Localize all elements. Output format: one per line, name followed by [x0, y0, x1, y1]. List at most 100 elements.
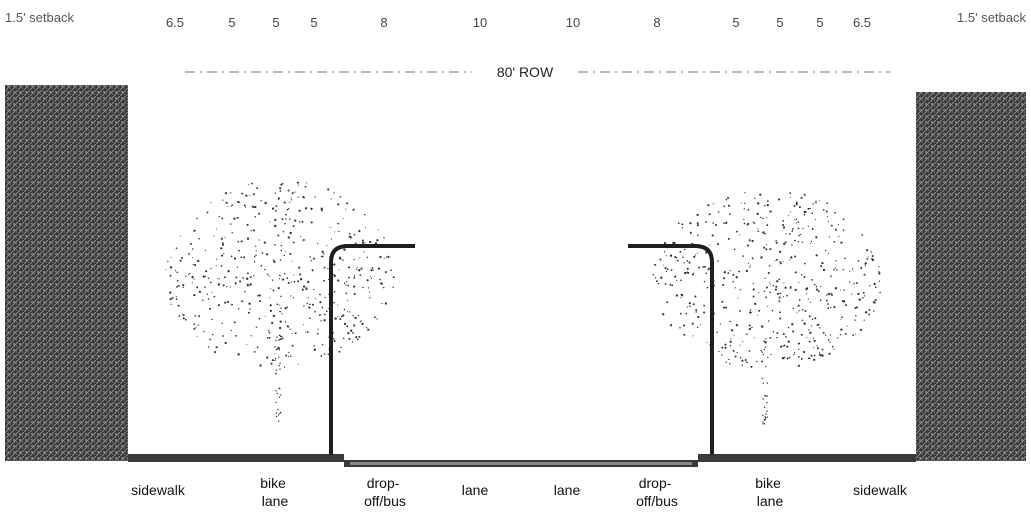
tree-foliage-dot — [677, 222, 680, 225]
tree-foliage-dot — [298, 266, 301, 269]
tree-foliage-dot — [366, 279, 369, 282]
tree-foliage-dot — [815, 202, 817, 204]
tree-foliage-dot — [259, 300, 262, 302]
tree-foliage-dot — [369, 291, 371, 293]
tree-foliage-dot — [271, 279, 274, 281]
tree-foliage-dot — [812, 346, 815, 348]
tree-trunk-dot — [275, 339, 277, 342]
tree-foliage-dot — [369, 297, 371, 299]
tree-foliage-dot — [816, 347, 820, 350]
tree-foliage-dot — [367, 287, 369, 289]
tree-foliage-dot — [729, 269, 731, 272]
tree-foliage-dot — [347, 300, 349, 302]
tree-foliage-dot — [280, 338, 283, 341]
tree-trunk-dot — [765, 413, 767, 415]
tree-foliage-dot — [730, 329, 734, 332]
tree-foliage-dot — [844, 301, 846, 303]
tree-foliage-dot — [827, 307, 830, 310]
tree-foliage-dot — [291, 344, 294, 347]
tree-foliage-dot — [320, 207, 323, 210]
tree-foliage-dot — [206, 211, 209, 214]
tree-foliage-dot — [809, 357, 811, 359]
tree-foliage-dot — [739, 344, 741, 346]
tree-foliage-dot — [333, 339, 336, 342]
tree-foliage-dot — [813, 358, 816, 361]
tree-foliage-dot — [323, 279, 326, 282]
tree-foliage-dot — [204, 249, 207, 252]
tree-foliage-dot — [840, 289, 842, 291]
tree-foliage-dot — [260, 200, 262, 202]
tree-foliage-dot — [253, 275, 255, 277]
tree-left — [165, 181, 395, 422]
tree-foliage-dot — [854, 319, 856, 321]
tree-foliage-dot — [768, 281, 770, 283]
tree-foliage-dot — [202, 275, 205, 278]
tree-foliage-dot — [774, 260, 776, 262]
tree-foliage-dot — [218, 278, 220, 280]
tree-foliage-dot — [862, 297, 864, 299]
tree-foliage-dot — [289, 328, 291, 330]
tree-foliage-dot — [310, 259, 312, 262]
tree-foliage-dot — [705, 272, 708, 275]
tree-foliage-dot — [786, 294, 789, 297]
tree-foliage-dot — [283, 254, 285, 257]
tree-foliage-dot — [687, 271, 690, 274]
tree-foliage-dot — [333, 301, 335, 304]
tree-foliage-dot — [663, 264, 665, 266]
tree-foliage-dot — [305, 331, 307, 333]
tree-foliage-dot — [727, 272, 730, 274]
tree-foliage-dot — [170, 256, 172, 258]
tree-foliage-dot — [809, 301, 811, 304]
tree-foliage-dot — [263, 241, 266, 244]
tree-trunk-dot — [766, 395, 768, 397]
tree-trunk-dot — [278, 420, 280, 422]
tree-foliage-dot — [361, 239, 365, 242]
tree-foliage-dot — [837, 337, 839, 339]
tree-foliage-dot — [708, 244, 710, 246]
tree-foliage-dot — [671, 284, 674, 287]
tree-foliage-dot — [680, 279, 682, 282]
tree-trunk-dot — [761, 351, 763, 353]
tree-foliage-dot — [766, 224, 769, 227]
tree-foliage-dot — [792, 228, 794, 230]
tree-foliage-dot — [281, 335, 283, 338]
tree-foliage-dot — [788, 233, 791, 235]
tree-foliage-dot — [333, 274, 336, 278]
tree-foliage-dot — [761, 360, 763, 363]
tree-foliage-dot — [273, 260, 276, 264]
tree-foliage-dot — [666, 301, 669, 304]
zone-label-sidewalk-right: sidewalk — [853, 482, 908, 498]
tree-foliage-dot — [357, 314, 360, 317]
tree-foliage-dot — [733, 248, 736, 251]
tree-foliage-dot — [782, 219, 785, 222]
tree-foliage-dot — [299, 278, 303, 281]
tree-foliage-dot — [675, 294, 679, 297]
tree-foliage-dot — [193, 327, 196, 330]
tree-foliage-dot — [810, 325, 813, 327]
tree-foliage-dot — [846, 325, 848, 327]
tree-foliage-dot — [176, 286, 178, 288]
tree-foliage-dot — [657, 282, 660, 285]
tree-foliage-dot — [272, 289, 275, 292]
tree-foliage-dot — [878, 265, 880, 268]
tree-foliage-dot — [759, 216, 762, 219]
tree-trunk-dot — [275, 369, 278, 371]
tree-foliage-dot — [238, 249, 240, 252]
tree-foliage-dot — [727, 196, 730, 200]
tree-foliage-dot — [213, 235, 215, 237]
tree-foliage-dot — [769, 336, 772, 339]
tree-foliage-dot — [763, 246, 766, 249]
tree-foliage-dot — [367, 328, 370, 331]
tree-foliage-dot — [237, 200, 240, 204]
tree-foliage-dot — [281, 218, 284, 221]
tree-foliage-dot — [354, 242, 357, 245]
tree-foliage-dot — [715, 223, 718, 227]
tree-foliage-dot — [248, 184, 250, 186]
tree-foliage-dot — [676, 259, 679, 262]
tree-foliage-dot — [721, 300, 724, 303]
tree-foliage-dot — [767, 320, 770, 322]
tree-foliage-dot — [660, 276, 663, 279]
tree-foliage-dot — [776, 332, 779, 335]
tree-foliage-dot — [221, 254, 224, 257]
tree-foliage-dot — [377, 229, 380, 231]
